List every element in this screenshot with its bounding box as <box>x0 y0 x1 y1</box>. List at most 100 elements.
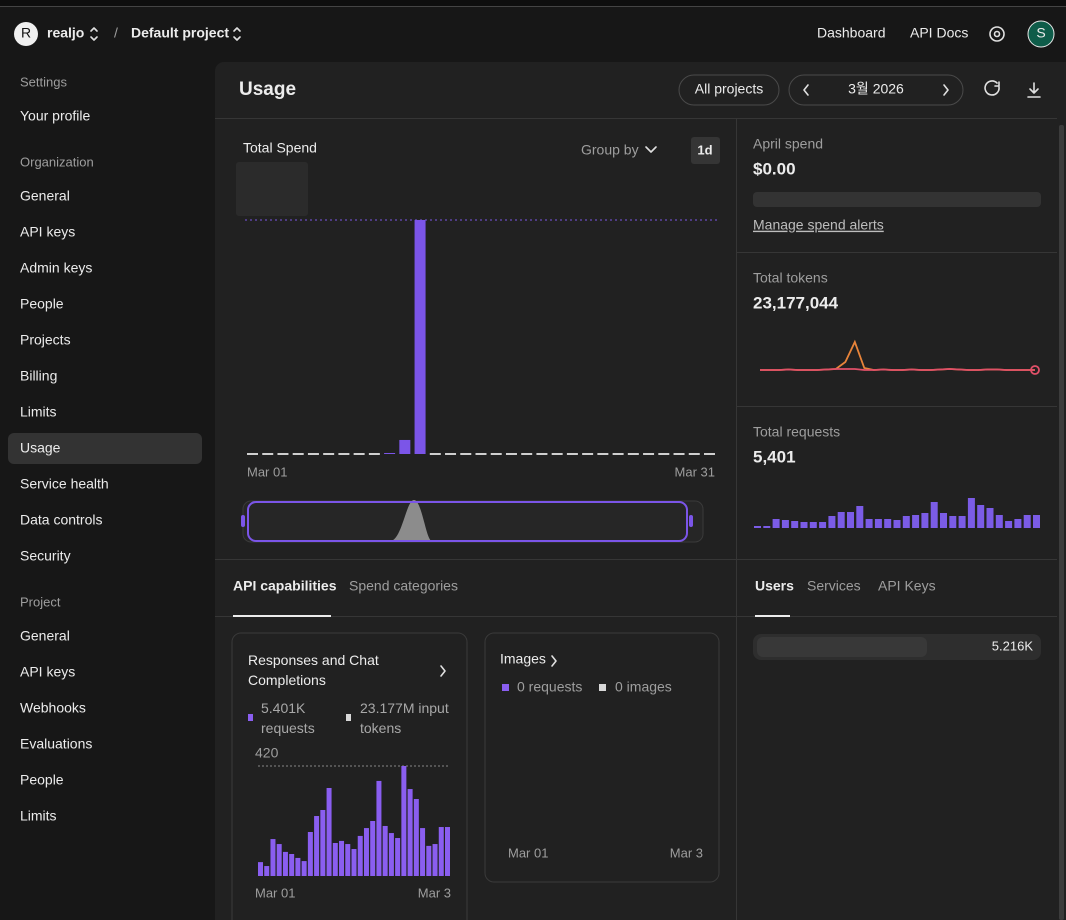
tab[interactable]: API Keys <box>878 578 936 594</box>
settings-icon[interactable] <box>989 26 1005 42</box>
interval-button[interactable] <box>691 137 720 164</box>
card-title[interactable]: Images <box>500 651 546 667</box>
x-start-label: Mar 01 <box>508 845 548 860</box>
active-item <box>8 433 202 464</box>
sidebar-item[interactable]: Evaluations <box>20 736 92 752</box>
prev-month[interactable] <box>803 84 809 96</box>
user-avatar[interactable] <box>1027 20 1055 48</box>
org-switch-icon[interactable] <box>90 27 98 41</box>
breadcrumb-separator: / <box>114 25 118 41</box>
project-switch-icon[interactable] <box>233 27 241 41</box>
bar <box>688 453 700 455</box>
card-title: Responses and Chat Completions <box>248 652 379 688</box>
sidebar-item[interactable]: Service health <box>20 476 109 492</box>
sidebar-item[interactable]: Admin keys <box>20 260 92 276</box>
bar <box>351 849 357 876</box>
project-name[interactable]: Default project <box>131 25 229 41</box>
sidebar-item[interactable]: Billing <box>20 368 57 384</box>
window-edge <box>0 0 1066 6</box>
sidebar-item[interactable]: Webhooks <box>20 700 86 716</box>
group-by[interactable]: Group by <box>581 142 639 158</box>
bar <box>289 854 295 876</box>
sidebar-item[interactable]: Limits <box>20 808 57 824</box>
tab[interactable]: API capabilities <box>233 578 337 594</box>
bar <box>1005 521 1013 528</box>
group-by-chevron[interactable] <box>645 146 657 153</box>
month-picker[interactable] <box>788 74 964 106</box>
bar <box>658 453 670 455</box>
download-icon[interactable] <box>1027 82 1041 98</box>
legend-label-box: 5.401K requests <box>261 700 315 736</box>
bar <box>673 453 685 455</box>
bar <box>376 780 382 876</box>
bar <box>1033 515 1040 528</box>
range-selection[interactable] <box>247 501 688 542</box>
legend-label: 23.177M input tokens <box>360 700 449 736</box>
y-tick-label: 420 <box>255 745 279 761</box>
tab[interactable]: Services <box>807 578 861 594</box>
bar <box>258 862 263 876</box>
legend-swatch <box>502 684 509 691</box>
metric-value: 5,401 <box>753 447 796 466</box>
legend-swatch <box>346 714 351 721</box>
x-end-label: Mar 31 <box>675 464 715 479</box>
bar <box>490 453 502 455</box>
sidebar-item[interactable]: Projects <box>20 332 71 348</box>
range-handle[interactable] <box>241 515 245 527</box>
nav-link[interactable]: Dashboard <box>817 25 886 41</box>
range-handle[interactable] <box>689 515 693 527</box>
sidebar-item[interactable]: People <box>20 296 64 312</box>
bar <box>420 828 426 876</box>
sidebar-item[interactable]: API keys <box>20 664 75 680</box>
sidebar-item[interactable]: Data controls <box>20 512 102 528</box>
next-month[interactable] <box>943 84 949 96</box>
bar <box>363 828 369 876</box>
images-card[interactable] <box>484 632 720 883</box>
card-chevron[interactable] <box>551 655 557 667</box>
bar <box>865 519 873 528</box>
bar <box>270 839 276 876</box>
sidebar-item[interactable]: Limits <box>20 404 57 420</box>
bar <box>930 502 938 528</box>
org-name[interactable]: realjo <box>47 25 84 41</box>
refresh-icon[interactable] <box>984 80 1000 96</box>
bar <box>432 844 438 876</box>
bar <box>384 453 396 454</box>
tab[interactable]: Spend categories <box>349 578 458 594</box>
project-filter-label[interactable]: All projects <box>695 81 763 97</box>
interval[interactable]: 1d <box>697 142 712 157</box>
bar <box>314 816 320 876</box>
sidebar-item[interactable]: Security <box>20 548 71 564</box>
bar <box>388 833 394 876</box>
sidebar-item[interactable]: General <box>20 628 70 644</box>
page-title: Usage <box>239 79 296 100</box>
x-start-label: Mar 01 <box>255 885 295 900</box>
bar <box>276 844 282 876</box>
bar <box>791 521 799 528</box>
project-filter[interactable] <box>678 74 780 106</box>
bar <box>438 827 444 876</box>
nav-link[interactable]: API Docs <box>910 25 968 41</box>
bar <box>977 505 985 528</box>
bar <box>597 453 609 455</box>
scrollbar[interactable] <box>1059 125 1064 920</box>
month-label[interactable]: 3월 2026 <box>848 81 904 97</box>
spend-alerts-link[interactable]: Manage spend alerts <box>753 217 884 233</box>
bar <box>332 843 338 876</box>
sidebar-item[interactable]: People <box>20 772 64 788</box>
bar <box>949 516 957 528</box>
blurred-user <box>757 637 927 657</box>
bar <box>282 851 288 876</box>
bar <box>339 840 345 876</box>
sidebar-item[interactable]: Your profile <box>20 108 91 124</box>
tab[interactable]: Users <box>755 578 794 594</box>
responses-card[interactable] <box>231 632 468 920</box>
sidebar-item[interactable]: General <box>20 188 70 204</box>
org-avatar[interactable] <box>14 22 38 46</box>
sidebar-item[interactable]: API keys <box>20 224 75 240</box>
card-chevron[interactable] <box>440 665 446 677</box>
bar <box>958 516 966 528</box>
sidebar-item[interactable]: Usage <box>20 440 61 456</box>
bar <box>475 453 487 455</box>
bar <box>323 453 335 455</box>
